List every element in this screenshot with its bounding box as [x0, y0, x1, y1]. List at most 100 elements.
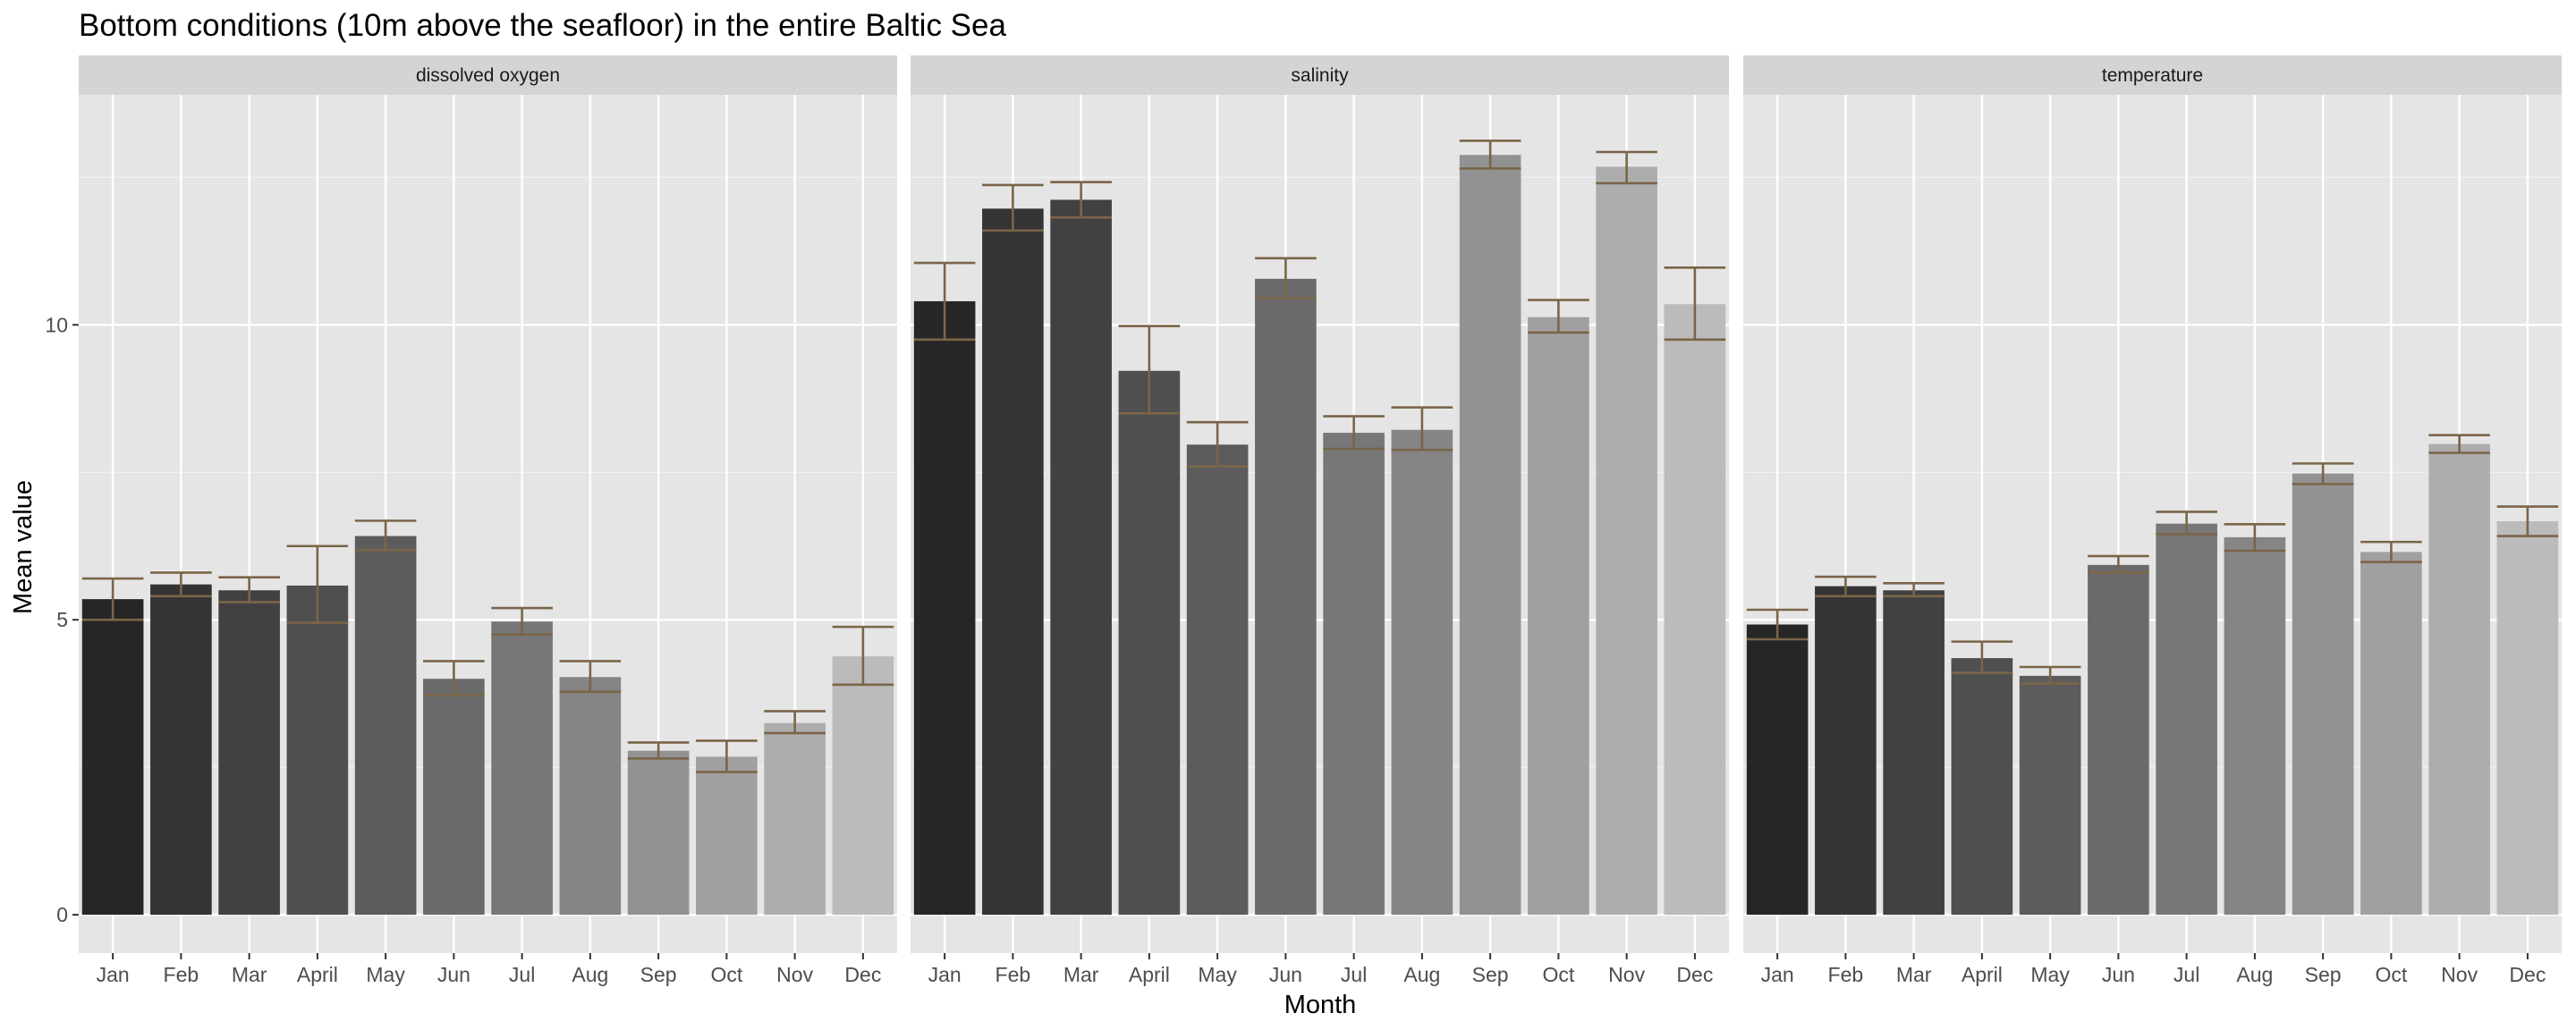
- y-tick-label: 5: [56, 608, 68, 631]
- bar-dec: [1664, 304, 1726, 916]
- x-tick-label: Jun: [1269, 963, 1302, 986]
- error-bar-feb: [982, 183, 1044, 232]
- x-tick-label: April: [1962, 963, 2003, 986]
- error-bar-may: [354, 519, 417, 552]
- error-bar-nov: [764, 710, 826, 735]
- error-bar-feb: [150, 571, 212, 598]
- error-bar-oct: [696, 739, 758, 773]
- error-bar-mar: [1050, 181, 1112, 219]
- error-bar-sep: [1459, 139, 1521, 170]
- panel-background: [911, 95, 1729, 953]
- error-bar-april: [1951, 640, 2013, 674]
- x-tick-label: Jan: [928, 963, 962, 986]
- bar-jul: [1323, 433, 1385, 916]
- bar-mar: [1883, 590, 1945, 916]
- x-tick-label: Oct: [1542, 963, 1574, 986]
- error-bar-aug: [2224, 523, 2286, 553]
- chart-title: Bottom conditions (10m above the seafloo…: [79, 8, 1006, 43]
- bar-nov: [764, 722, 826, 916]
- bar-dec: [2496, 521, 2559, 916]
- x-axis-label: Month: [1284, 991, 1357, 1019]
- bar-oct: [1528, 317, 1589, 916]
- bar-sep: [2292, 473, 2354, 916]
- bar-jul: [491, 621, 553, 916]
- facet-panels: dissolved oxygen Jan Feb Mar April May Jun Jul A…: [79, 55, 2562, 986]
- error-bar-mar: [1883, 582, 1945, 598]
- error-bar-oct: [2360, 540, 2422, 563]
- x-tick-label: April: [1129, 963, 1170, 986]
- x-tick-label: Jul: [1341, 963, 1367, 986]
- error-bar-dec: [832, 625, 894, 687]
- bar-nov: [2428, 443, 2490, 916]
- bar-april: [286, 585, 349, 916]
- bar-feb: [1815, 586, 1877, 916]
- x-tick-label: May: [366, 963, 405, 986]
- facet-salinity: salinity Jan Feb Mar April May Jun Jul Aug Sep Oct…: [911, 55, 1729, 986]
- x-tick-label: Jun: [2102, 963, 2135, 986]
- x-tick-label: Dec: [844, 963, 881, 986]
- error-bar-may: [1186, 420, 1249, 468]
- error-bar-jun: [423, 660, 485, 697]
- panel-background: [1743, 95, 2562, 953]
- error-bar-dec: [1664, 266, 1726, 342]
- bar-oct: [696, 756, 758, 916]
- error-bar-jul: [1323, 415, 1385, 451]
- x-tick-label: Aug: [2236, 963, 2273, 986]
- error-bar-jan: [1746, 608, 1809, 641]
- facet-strip: [1743, 55, 2562, 95]
- panel-background: [79, 95, 897, 953]
- x-tick-label: May: [2030, 963, 2070, 986]
- bar-dec: [832, 656, 894, 916]
- x-tick-label: Sep: [640, 963, 677, 986]
- error-bar-jan: [81, 577, 144, 621]
- y-axis-label: Mean value: [9, 480, 38, 614]
- facet-strip-label: salinity: [1291, 65, 1349, 86]
- bar-jul: [2156, 523, 2217, 916]
- y-axis: 0 5 10: [45, 313, 79, 926]
- error-bar-aug: [1391, 406, 1453, 452]
- x-tick-label: April: [297, 963, 338, 986]
- bar-jun: [423, 679, 485, 916]
- facet-strip-label: temperature: [2102, 65, 2203, 86]
- facet-dissolved-oxygen: dissolved oxygen Jan Feb Mar April May Jun Jul A…: [79, 55, 897, 986]
- bar-mar: [1050, 199, 1112, 916]
- error-bar-sep: [627, 741, 690, 760]
- error-bar-jul: [491, 606, 553, 637]
- x-tick-label: Nov: [2441, 963, 2478, 986]
- bar-may: [1186, 444, 1249, 916]
- x-tick-label: Feb: [996, 963, 1031, 986]
- bar-may: [2019, 675, 2081, 916]
- x-tick-label: Sep: [1472, 963, 1509, 986]
- bar-jan: [913, 300, 976, 916]
- bar-jan: [81, 599, 144, 916]
- x-tick-label: Mar: [1896, 963, 1932, 986]
- bar-aug: [1391, 429, 1453, 916]
- error-bar-nov: [2428, 434, 2490, 454]
- bar-aug: [559, 677, 622, 916]
- bar-jan: [1746, 624, 1809, 916]
- y-tick-label: 10: [45, 313, 68, 336]
- x-tick-label: Jul: [2174, 963, 2199, 986]
- x-tick-label: Mar: [232, 963, 267, 986]
- bar-may: [354, 536, 417, 916]
- error-bar-mar: [218, 576, 280, 604]
- error-bar-april: [1118, 325, 1181, 415]
- bar-oct: [2360, 552, 2422, 916]
- error-bar-april: [286, 545, 349, 624]
- error-bar-nov: [1596, 150, 1657, 185]
- bar-mar: [218, 590, 280, 916]
- x-tick-label: Aug: [572, 963, 608, 986]
- x-tick-label: Jun: [437, 963, 470, 986]
- facet-strip: [79, 55, 897, 95]
- facet-temperature: temperature Jan Feb Mar April May Jun Jul Aug Sep…: [1743, 55, 2562, 986]
- error-bar-aug: [559, 660, 622, 694]
- x-tick-label: Jan: [1761, 963, 1794, 986]
- bar-aug: [2224, 536, 2286, 916]
- x-tick-label: Oct: [710, 963, 742, 986]
- x-tick-label: Sep: [2305, 963, 2342, 986]
- x-tick-label: Mar: [1063, 963, 1099, 986]
- y-tick-label: 0: [56, 903, 68, 926]
- x-tick-label: Jan: [97, 963, 130, 986]
- error-bar-jul: [2156, 511, 2217, 536]
